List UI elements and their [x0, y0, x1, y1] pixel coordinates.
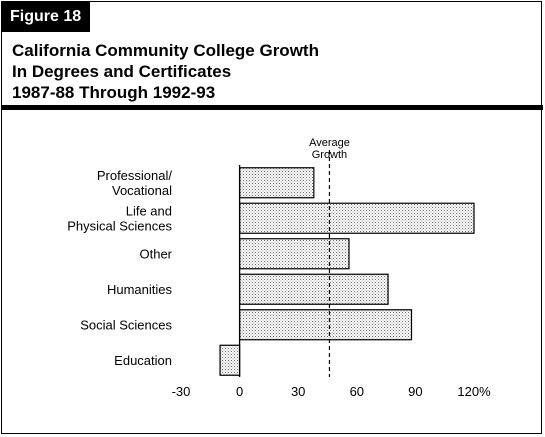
bar-2 — [239, 238, 350, 270]
category-label-1-line-0: Life and — [126, 203, 172, 218]
category-label-1-line-1: Physical Sciences — [67, 218, 172, 233]
category-label-3-line-0: Humanities — [107, 282, 173, 297]
category-label-5: Education — [114, 353, 172, 368]
x-tick-label-0: -30 — [172, 384, 191, 399]
title-line-2: In Degrees and Certificates — [12, 62, 232, 81]
category-label-4-line-0: Social Sciences — [80, 317, 172, 332]
category-label-0: Professional/Vocational — [97, 168, 173, 198]
title-line-3: 1987-88 Through 1992-93 — [12, 83, 216, 102]
x-tick-label-1: 0 — [236, 384, 243, 399]
figure-label: Figure 18 — [2, 2, 90, 32]
category-label-1: Life and Physical Sciences — [67, 203, 172, 233]
category-label-5-line-0: Education — [114, 353, 172, 368]
x-tick-label-2: 30 — [291, 384, 305, 399]
category-label-2: Other — [139, 246, 172, 261]
x-tick-label-3: 60 — [350, 384, 364, 399]
title-line-1: California Community College Growth — [12, 41, 319, 60]
bar-0 — [239, 167, 315, 199]
average-growth-label: Average Growth — [309, 137, 350, 161]
category-label-3: Humanities — [107, 282, 173, 297]
category-label-4: Social Sciences — [80, 317, 172, 332]
category-label-2-line-0: Other — [139, 246, 172, 261]
bar-1 — [239, 202, 475, 234]
category-label-0-line-0: Professional/ — [97, 168, 173, 183]
bar-4 — [239, 309, 413, 341]
x-tick-label-4: 90 — [408, 384, 422, 399]
bar-5 — [219, 344, 241, 376]
title-rule — [2, 105, 543, 110]
x-tick-label-5: 120% — [457, 384, 491, 399]
average-growth-label-line-0: Average — [309, 137, 350, 149]
bar-3 — [239, 273, 389, 305]
chart-title: California Community College Growth In D… — [12, 40, 532, 103]
average-growth-label-line-1: Growth — [312, 149, 347, 161]
category-label-0-line-1: Vocational — [112, 183, 172, 198]
